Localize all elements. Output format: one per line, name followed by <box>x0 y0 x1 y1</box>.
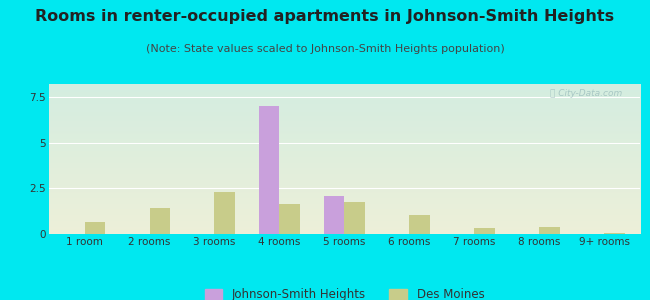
Bar <box>410 215 430 234</box>
Text: (Note: State values scaled to Johnson-Smith Heights population): (Note: State values scaled to Johnson-Sm… <box>146 44 504 53</box>
Bar <box>84 222 105 234</box>
Text: Ⓜ City-Data.com: Ⓜ City-Data.com <box>551 88 623 98</box>
Bar <box>474 228 495 234</box>
Bar <box>344 202 365 234</box>
Bar <box>150 208 170 234</box>
Bar <box>214 192 235 234</box>
Bar <box>259 106 280 234</box>
Bar <box>540 227 560 234</box>
Bar <box>324 196 344 234</box>
Bar <box>604 233 625 234</box>
Text: Rooms in renter-occupied apartments in Johnson-Smith Heights: Rooms in renter-occupied apartments in J… <box>36 9 614 24</box>
Bar <box>280 204 300 234</box>
Legend: Johnson-Smith Heights, Des Moines: Johnson-Smith Heights, Des Moines <box>200 284 489 300</box>
